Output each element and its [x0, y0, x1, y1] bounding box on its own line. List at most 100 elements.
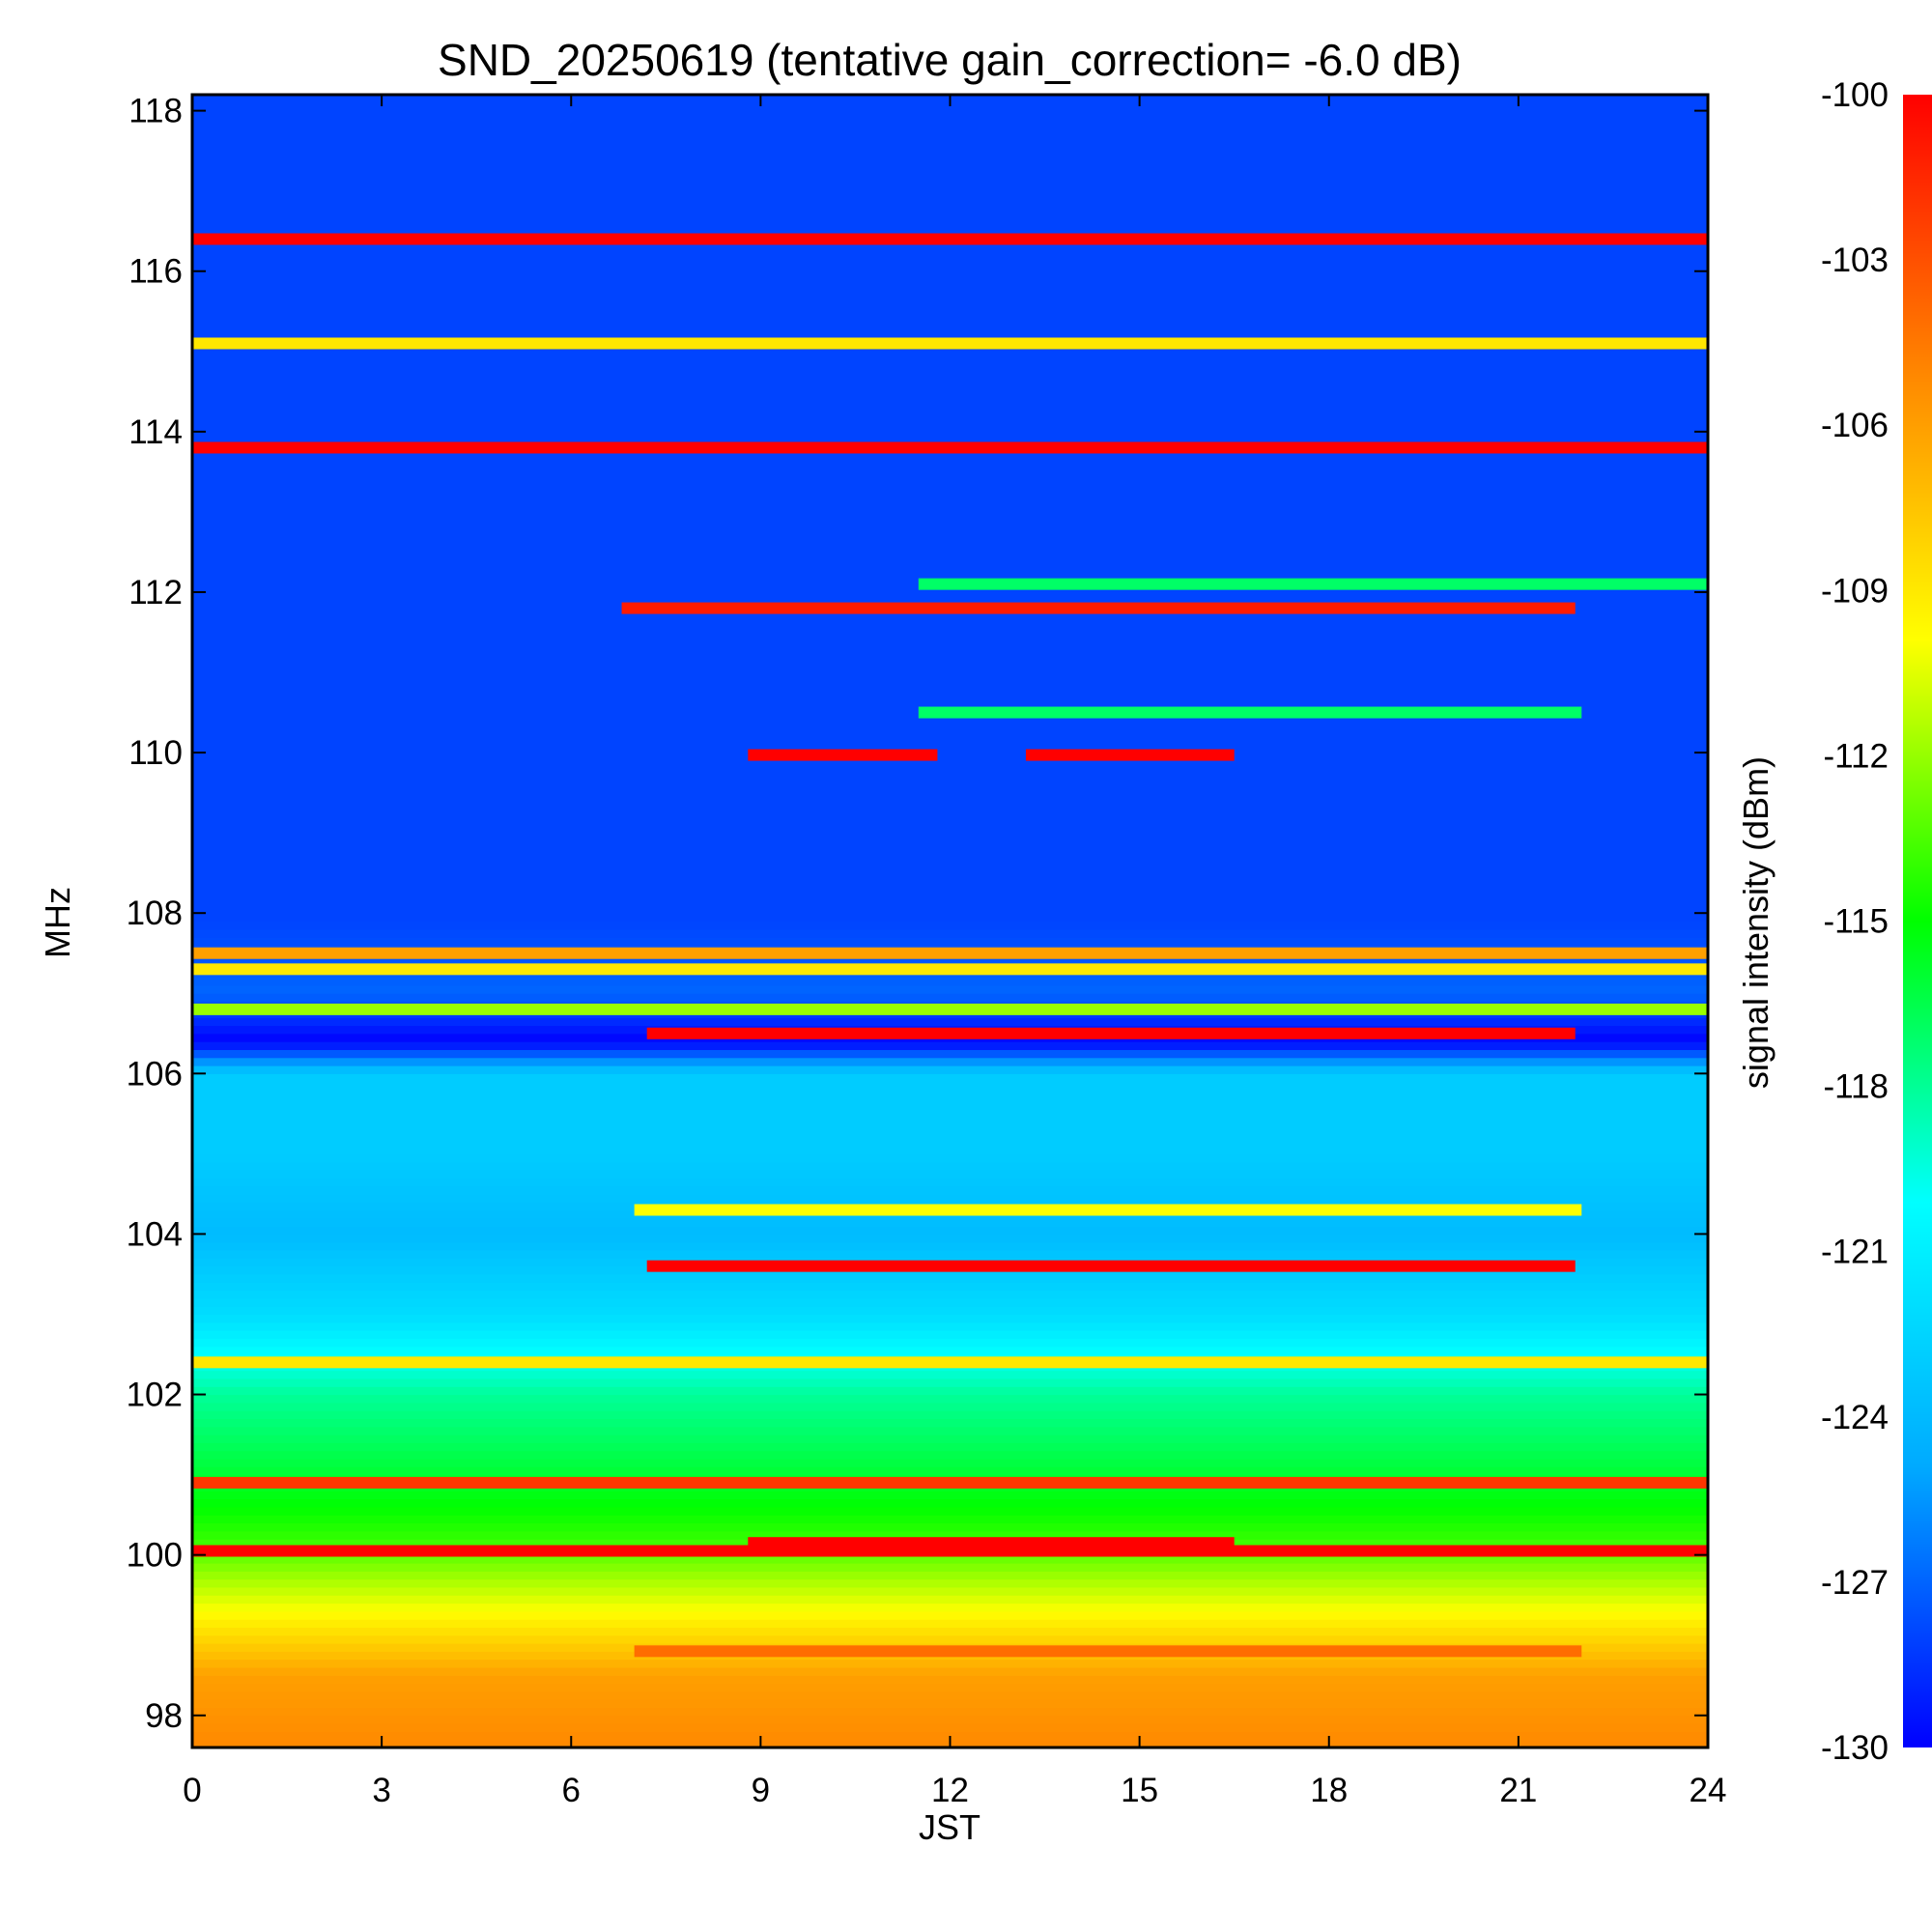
- heatmap-row: [192, 319, 1708, 328]
- y-tick-label: 100: [127, 1537, 183, 1575]
- heatmap-row: [192, 865, 1708, 874]
- heatmap-row: [192, 559, 1708, 569]
- heatmap-row: [192, 471, 1708, 481]
- heatmap-row: [192, 872, 1708, 882]
- heatmap-row: [192, 552, 1708, 561]
- heatmap-row: [192, 1089, 1708, 1098]
- y-tick-label: 104: [127, 1215, 183, 1253]
- heatmap-row: [192, 455, 1708, 465]
- heatmap-row: [192, 287, 1708, 297]
- heatmap-row: [192, 1146, 1708, 1154]
- heatmap-row: [192, 1530, 1708, 1540]
- x-tick-label: 0: [183, 1772, 201, 1809]
- y-axis: 98 100 102 104 106 108 110 112 114 116 118: [127, 93, 1708, 1735]
- colorbar-tick-label: -100: [1821, 76, 1889, 114]
- heatmap-row: [192, 736, 1708, 746]
- heatmap-row: [192, 857, 1708, 866]
- heatmap-row: [192, 1049, 1708, 1059]
- signal-band: [918, 706, 1582, 719]
- heatmap-row: [192, 511, 1708, 521]
- heatmap-row: [192, 544, 1708, 554]
- heatmap-row: [192, 928, 1708, 938]
- heatmap-row: [192, 134, 1708, 144]
- heatmap-row: [192, 977, 1708, 986]
- heatmap-row: [192, 672, 1708, 681]
- heatmap-row: [192, 624, 1708, 634]
- heatmap-row: [192, 809, 1708, 818]
- heatmap-row: [192, 632, 1708, 641]
- heatmap-row: [192, 384, 1708, 392]
- heatmap-row: [192, 1554, 1708, 1564]
- heatmap-row: [192, 784, 1708, 794]
- signal-band: [192, 1003, 1708, 1015]
- heatmap-row: [192, 921, 1708, 930]
- heatmap-row: [192, 1506, 1708, 1516]
- heatmap-row: [192, 359, 1708, 368]
- heatmap-row: [192, 776, 1708, 785]
- heatmap-row: [192, 415, 1708, 425]
- x-tick-label: 24: [1690, 1772, 1727, 1809]
- heatmap-row: [192, 246, 1708, 256]
- y-tick-label: 118: [128, 93, 183, 130]
- heatmap-row: [192, 1603, 1708, 1612]
- heatmap-row: [192, 696, 1708, 705]
- colorbar-tick-label: -130: [1821, 1729, 1889, 1767]
- signal-band: [192, 963, 1708, 976]
- heatmap-row: [192, 1321, 1708, 1331]
- heatmap-row: [192, 1522, 1708, 1532]
- heatmap-row: [192, 118, 1708, 128]
- heatmap-row: [192, 110, 1708, 120]
- heatmap-row: [192, 222, 1708, 232]
- heatmap-row: [192, 1129, 1708, 1139]
- x-tick-label: 9: [752, 1772, 770, 1809]
- heatmap-row: [192, 1081, 1708, 1091]
- colorbar-tick-label: -118: [1824, 1068, 1889, 1106]
- heatmap-row: [192, 1282, 1708, 1292]
- y-tick-label: 98: [145, 1697, 183, 1735]
- colorbar-tick-label: -106: [1821, 407, 1889, 444]
- heatmap-row: [192, 664, 1708, 673]
- heatmap-row: [192, 984, 1708, 994]
- heatmap-row: [192, 1122, 1708, 1131]
- heatmap-row: [192, 327, 1708, 336]
- signal-band: [646, 1027, 1576, 1039]
- heatmap-row: [192, 896, 1708, 906]
- heatmap-row: [192, 214, 1708, 224]
- heatmap-row: [192, 423, 1708, 433]
- heatmap-row: [192, 1306, 1708, 1316]
- heatmap-row: [192, 1491, 1708, 1500]
- heatmap-row: [192, 848, 1708, 858]
- heatmap-row: [192, 190, 1708, 200]
- heatmap-row: [192, 1610, 1708, 1620]
- colorbar-tick-label: -103: [1821, 242, 1889, 279]
- x-tick-label: 18: [1310, 1772, 1348, 1809]
- heatmap-row: [192, 1394, 1708, 1404]
- x-tick-label: 12: [931, 1772, 969, 1809]
- heatmap-row: [192, 1250, 1708, 1259]
- x-axis-label: JST: [919, 1807, 980, 1847]
- heatmap-row: [192, 520, 1708, 529]
- heatmap-row: [192, 1314, 1708, 1323]
- colorbar-tick-label: -109: [1821, 572, 1889, 610]
- colorbar-tick-label: -112: [1824, 737, 1889, 775]
- signal-band: [918, 578, 1708, 590]
- signal-band: [192, 1476, 1708, 1489]
- heatmap-row: [192, 279, 1708, 288]
- heatmap-row: [192, 1113, 1708, 1122]
- colorbar-tick-label: -127: [1821, 1564, 1889, 1602]
- x-tick-label: 6: [562, 1772, 581, 1809]
- heatmap-row: [192, 904, 1708, 914]
- heatmap-row: [192, 1370, 1708, 1379]
- heatmap-row: [192, 591, 1708, 601]
- heatmap-row: [192, 270, 1708, 280]
- heatmap-row: [192, 840, 1708, 850]
- heatmap-row: [192, 1065, 1708, 1074]
- heatmap-row: [192, 1466, 1708, 1476]
- heatmap-row: [192, 1386, 1708, 1396]
- heatmap-row: [192, 399, 1708, 409]
- heatmap-row: [192, 937, 1708, 947]
- heatmap-row: [192, 255, 1708, 265]
- colorbar: [1903, 95, 1932, 1747]
- heatmap-row: [192, 431, 1708, 440]
- heatmap-row: [192, 993, 1708, 1003]
